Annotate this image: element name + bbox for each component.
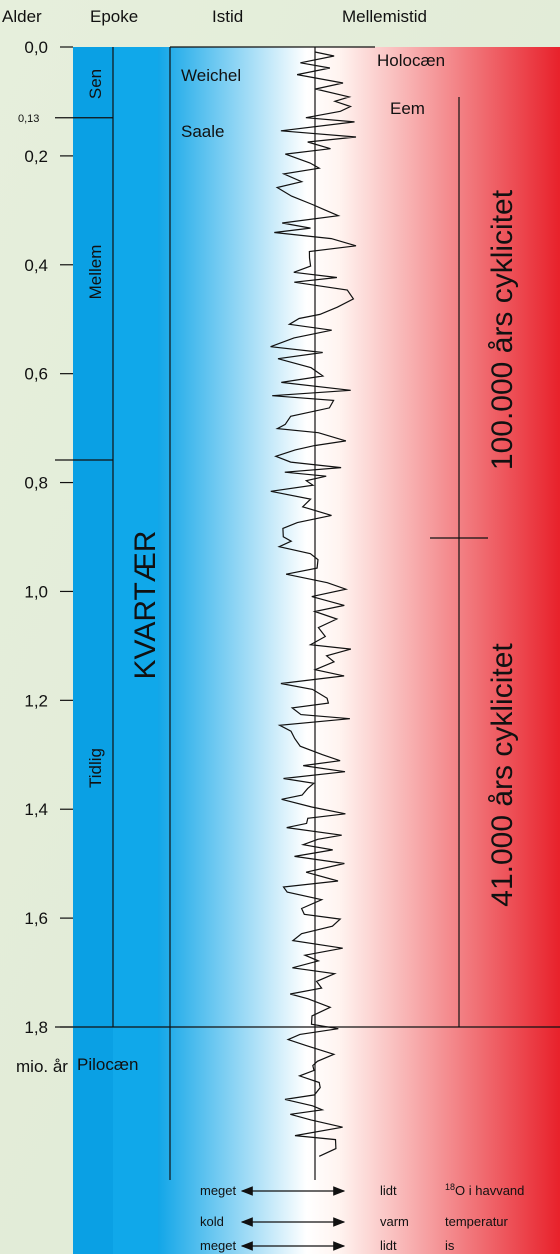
legend-text: lidt [380,1183,397,1198]
cycle-label: 41.000 års cyklicitet [486,643,519,907]
header: Istid [212,7,243,26]
legend-note: O i havvand [455,1183,524,1198]
period-label: KVARTÆR [129,531,162,680]
period-column [113,47,158,1254]
frame-lines [55,46,560,1180]
y-tick-label: 1,6 [24,909,48,928]
legend-text: kold [200,1214,224,1229]
stage-label: Holocæn [377,51,445,70]
legend-text: 18O i havvand [445,1182,524,1198]
header: Mellemistid [342,7,427,26]
y-tick-label: 1,8 [24,1018,48,1037]
superscript: 18 [445,1182,455,1192]
y-tick-label: 0,0 [24,38,48,57]
cycle-label: 100.000 års cyklicitet [486,189,519,470]
y-tick-label: 0,6 [24,365,48,384]
y-tick-label: 0,13 [18,113,39,125]
legend-text: is [445,1238,455,1253]
temperature-band [158,47,560,1254]
y-tick-label: 1,0 [24,582,48,601]
isotope-curve [270,51,357,1157]
y-tick-label: 0,4 [24,256,48,275]
stage-label: Weichel [181,66,241,85]
legend: meget lidt 18O i havvand kold varm tempe… [200,1182,524,1253]
header: Epoke [90,7,138,26]
epoch-label: Pilocæn [77,1055,138,1074]
y-tick-label: 0,8 [24,474,48,493]
y-tick-label: 1,4 [24,800,48,819]
header: Alder [2,7,42,26]
legend-text: meget [200,1183,237,1198]
unit: mio. år [16,1057,68,1076]
epoch-label: Tidlig [86,748,105,788]
stage-label: Saale [181,122,224,141]
legend-text: lidt [380,1238,397,1253]
y-tick-label: 1,2 [24,691,48,710]
stage-label: Eem [390,99,425,118]
epoch-label: Sen [86,69,105,99]
y-tick-label: 0,2 [24,147,48,166]
legend-text: varm [380,1214,409,1229]
legend-text: meget [200,1238,237,1253]
legend-text: temperatur [445,1214,509,1229]
epoch-label: Mellem [86,245,105,300]
epoch-column [73,47,113,1254]
